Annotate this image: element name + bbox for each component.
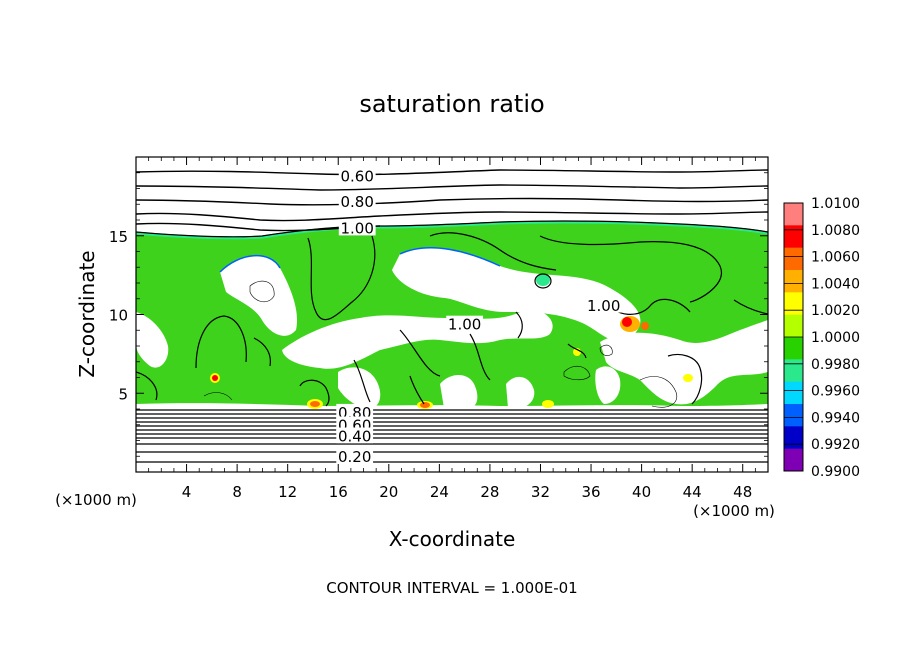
dry-gap-right-lower <box>600 320 768 405</box>
colorbar-label: 1.0020 <box>811 303 860 319</box>
colorbar-label: 1.0060 <box>811 250 860 266</box>
contour-label-bg <box>336 403 374 420</box>
contour-labels: 0.600.801.001.001.000.800.600.400.20 <box>336 167 623 466</box>
x-tick-label: 4 <box>182 483 192 501</box>
dry-gap-left <box>136 312 169 368</box>
colorbar-swatch <box>784 359 803 383</box>
contour-label: 0.80 <box>340 193 373 211</box>
contour-label-bg <box>336 427 374 444</box>
y-tick-label: 10 <box>109 307 128 325</box>
contour-label: 0.60 <box>340 168 373 186</box>
colorbar-label: 1.0080 <box>811 223 860 239</box>
dry-gap-center <box>282 309 553 369</box>
colorbar-swatch <box>784 404 803 427</box>
colorbar-label: 0.9960 <box>811 384 860 400</box>
x-tick-label: 16 <box>329 483 348 501</box>
colorbar-swatch <box>784 225 803 249</box>
colorbar-label: 0.9980 <box>811 357 860 373</box>
colorbar-label: 1.0040 <box>811 276 860 292</box>
contours-upper <box>136 169 768 232</box>
dry-gap-cell-c <box>595 366 621 404</box>
y-axis-title: Z-coordinate <box>75 250 99 377</box>
x-tick-label: 20 <box>379 483 398 501</box>
x-tick-label: 48 <box>733 483 752 501</box>
colorbar: 1.0100 1.0080 1.0060 1.0040 1.0020 1.0000 0.99… <box>783 196 860 480</box>
x-axis-title: X-coordinate <box>389 527 516 551</box>
contour-label-bg <box>585 296 623 313</box>
x-tick-label: 8 <box>232 483 242 501</box>
contours-saturated <box>136 220 768 407</box>
dry-gap-center-lower <box>338 367 381 408</box>
y-tick-label: 5 <box>118 385 128 403</box>
edge-blue-gap <box>399 247 501 267</box>
dry-gap-upper-right <box>392 247 641 341</box>
contour-label: 0.20 <box>338 448 371 466</box>
contour-label-bg <box>338 219 376 236</box>
dry-gap-left-upper <box>220 255 298 336</box>
contours-dry <box>203 280 678 408</box>
colorbar-swatch <box>784 247 803 271</box>
y-tick-label: 15 <box>109 228 128 246</box>
y-axis: 5 10 15 <box>109 172 768 457</box>
contour-label: 0.40 <box>338 427 371 445</box>
x-tick-label: 44 <box>683 483 702 501</box>
colorbar-label: 0.9940 <box>811 410 860 426</box>
colorbar-swatch <box>784 292 803 316</box>
contour-interval-note: CONTOUR INTERVAL = 1.000E-01 <box>326 579 577 597</box>
colorbar-swatch <box>784 426 803 450</box>
contour-label-bg <box>446 315 484 332</box>
x-tick-label: 12 <box>278 483 297 501</box>
colorbar-label: 1.0100 <box>811 196 860 212</box>
edge-cyan-upper <box>136 220 768 240</box>
colorbar-swatch <box>784 270 803 293</box>
x-unit-left: (×1000 m) <box>55 491 137 509</box>
colorbar-swatch <box>784 337 803 360</box>
saturation-field <box>136 220 768 412</box>
x-tick-label: 24 <box>430 483 449 501</box>
colorbar-swatch <box>784 203 803 226</box>
colorbar-label: 0.9920 <box>811 437 860 453</box>
contour-label: 1.00 <box>587 297 620 315</box>
contour-label-bg <box>338 167 376 184</box>
supersaturation-spots <box>210 274 693 409</box>
colorbar-label: 1.0000 <box>811 330 860 346</box>
x-tick-label: 32 <box>531 483 550 501</box>
plot-area: 0.600.801.001.001.000.800.600.400.20 <box>136 157 768 472</box>
colorbar-label: 0.9900 <box>811 464 860 480</box>
contour-label-bg <box>338 192 376 209</box>
x-tick-label: 40 <box>632 483 651 501</box>
dry-gap-cell-a <box>440 375 478 408</box>
edge-blue-left-gap <box>219 254 281 273</box>
x-tick-label: 28 <box>480 483 499 501</box>
contour-label: 1.00 <box>340 220 373 238</box>
x-unit-right: (×1000 m) <box>693 502 775 520</box>
x-axis: 4 8 12 16 20 24 28 32 36 40 44 48 <box>148 157 756 501</box>
colorbar-swatch <box>784 314 803 338</box>
contour-label-bg <box>336 448 374 464</box>
x-tick-label: 36 <box>581 483 600 501</box>
dry-gap-cell-b <box>506 376 535 408</box>
contours-lower <box>136 409 768 463</box>
colorbar-swatch <box>784 381 803 405</box>
colorbar-swatch <box>784 448 803 472</box>
contour-label: 1.00 <box>448 316 481 334</box>
chart-title: saturation ratio <box>359 90 544 118</box>
